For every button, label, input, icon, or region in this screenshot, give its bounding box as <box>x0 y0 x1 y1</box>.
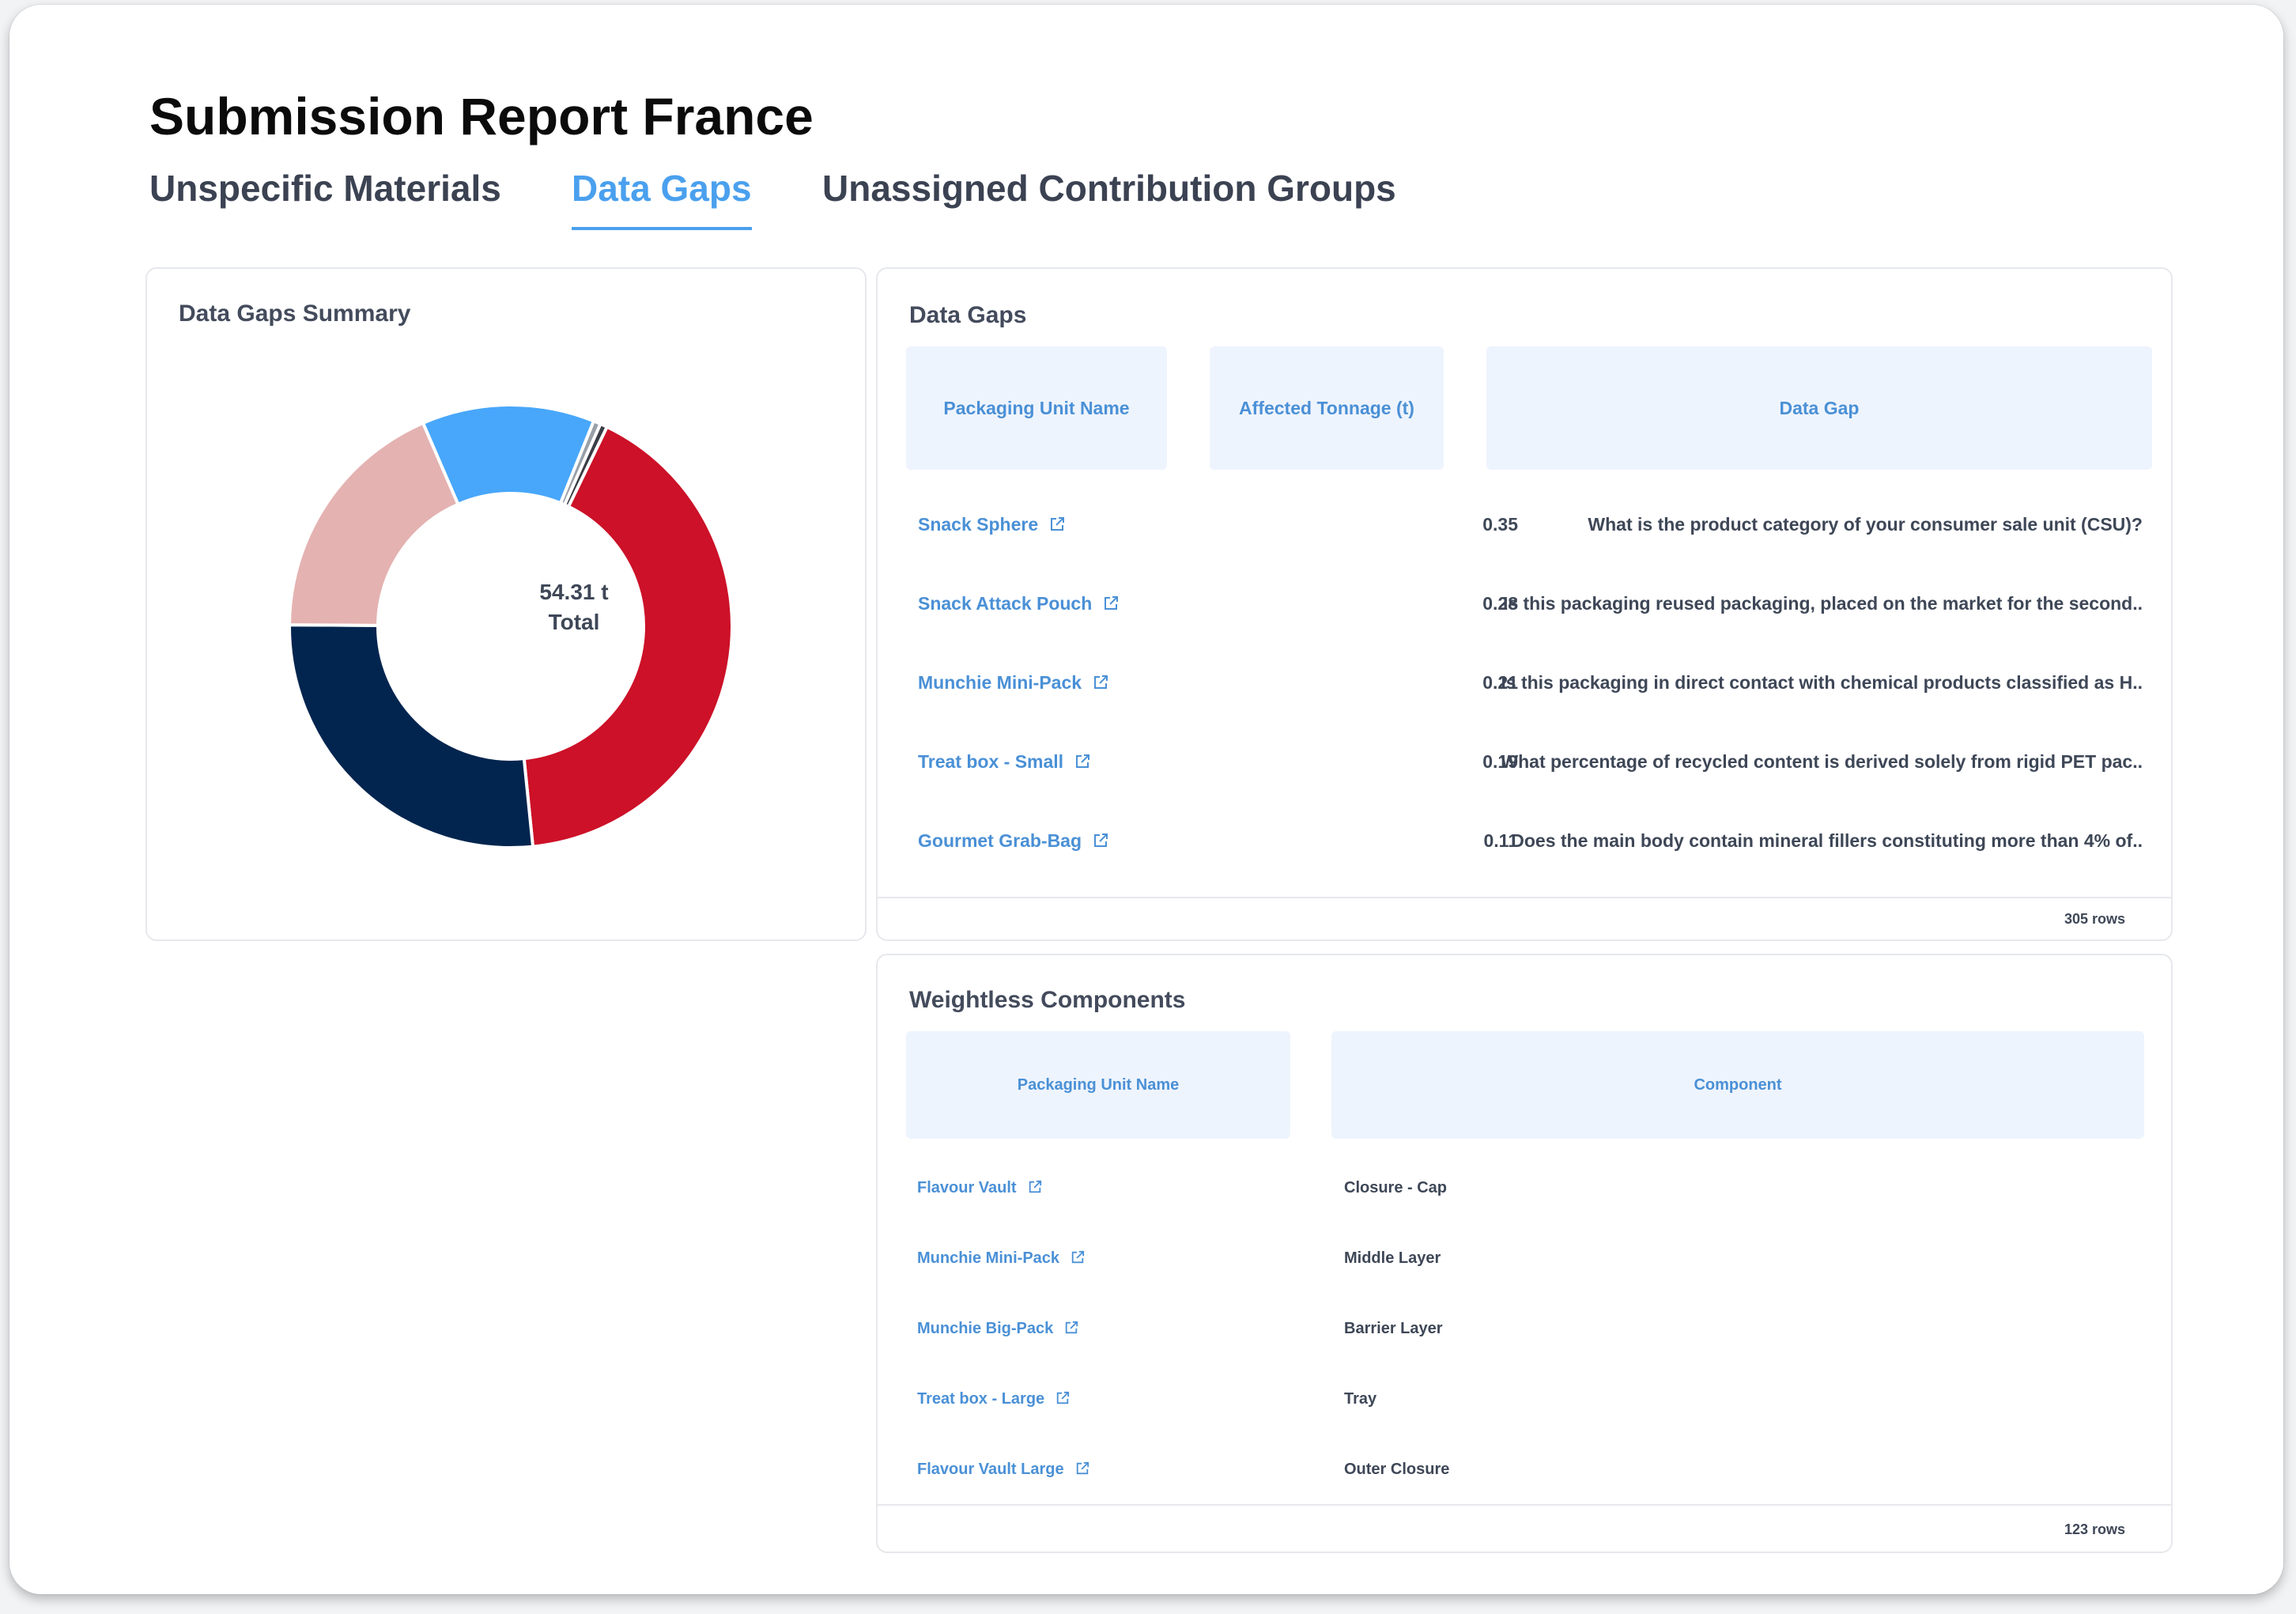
component-value: Outer Closure <box>1344 1461 1450 1478</box>
table-row-link[interactable]: Flavour Vault <box>917 1179 1042 1197</box>
data-gap-text: What is the product category of your con… <box>1588 514 2143 535</box>
table-footer-divider <box>878 1504 2171 1506</box>
page-title: Submission Report France <box>149 87 814 146</box>
donut-chart <box>287 403 734 849</box>
header-data-gap[interactable]: Data Gap <box>1486 346 2152 470</box>
header-affected-tonnage[interactable]: Affected Tonnage (t) <box>1210 346 1444 470</box>
tonnage-value: 0.35 <box>1482 514 1518 535</box>
donut-slice-6[interactable] <box>421 403 596 507</box>
weightless-components-card: Weightless Components Packaging Unit Nam… <box>876 954 2173 1553</box>
data-gap-text: Is this packaging reused packaging, plac… <box>1502 593 2143 614</box>
data-gap-text: What percentage of recycled content is d… <box>1501 751 2143 772</box>
table-row-link[interactable]: Snack Attack Pouch <box>918 593 1119 614</box>
report-window: Submission Report France Unspecific Mate… <box>9 5 2283 1594</box>
tonnage-value: 0.19 <box>1482 751 1518 772</box>
total-value: 54.31 t <box>539 580 609 604</box>
component-value: Middle Layer <box>1344 1249 1441 1267</box>
external-link-icon <box>1029 1180 1041 1193</box>
table-row-link[interactable]: Munchie Mini-Pack <box>917 1249 1085 1268</box>
external-link-icon <box>1094 675 1108 689</box>
external-link-icon <box>1056 1391 1070 1404</box>
donut-slice-3[interactable] <box>522 425 734 849</box>
component-value: Tray <box>1344 1390 1377 1408</box>
external-link-icon <box>1071 1250 1085 1264</box>
external-link-icon <box>1066 1321 1078 1334</box>
data-gaps-summary-card: Data Gaps Summary 54.31 t Total <box>145 267 867 941</box>
tonnage-value: 0.11 <box>1483 830 1519 851</box>
data-gaps-summary-title: Data Gaps Summary <box>179 300 411 327</box>
external-link-icon <box>1105 596 1119 610</box>
tonnage-value: 0.21 <box>1482 672 1518 693</box>
row-count: 123 rows <box>2064 1521 2125 1537</box>
table-row-link[interactable]: Flavour Vault Large <box>917 1461 1089 1479</box>
external-link-icon <box>1051 517 1065 531</box>
data-gaps-title: Data Gaps <box>909 302 1027 328</box>
table-row-link[interactable]: Munchie Mini-Pack <box>918 672 1108 694</box>
data-gap-text: Does the main body contain mineral fille… <box>1511 830 2143 851</box>
header-packaging-unit-name[interactable]: Packaging Unit Name <box>906 346 1167 470</box>
table-row-link[interactable]: Gourmet Grab-Bag <box>918 830 1108 852</box>
external-link-icon <box>1076 1461 1089 1475</box>
donut-slice-4[interactable] <box>288 623 535 849</box>
table-row-link[interactable]: Treat box - Large <box>917 1390 1070 1408</box>
component-value: Barrier Layer <box>1344 1320 1443 1337</box>
table-footer-divider <box>878 897 2171 898</box>
external-link-icon <box>1076 754 1090 768</box>
tonnage-value: 0.28 <box>1482 593 1518 614</box>
donut-slice-5[interactable] <box>287 421 461 627</box>
tab-unassigned-contribution-groups[interactable]: Unassigned Contribution Groups <box>822 168 1396 209</box>
header-component[interactable]: Component <box>1331 1031 2144 1139</box>
row-count: 305 rows <box>2064 911 2125 927</box>
table-row-link[interactable]: Snack Sphere <box>918 514 1065 535</box>
tab-data-gaps[interactable]: Data Gaps <box>572 167 752 230</box>
total-label: Total <box>548 610 600 634</box>
weightless-components-title: Weightless Components <box>909 987 1186 1013</box>
external-link-icon <box>1094 833 1108 847</box>
data-gap-text: Is this packaging in direct contact with… <box>1501 672 2143 693</box>
donut-center-label: 54.31 t Total <box>432 577 716 637</box>
tab-unspecific-materials[interactable]: Unspecific Materials <box>149 168 501 209</box>
header-packaging-unit-name[interactable]: Packaging Unit Name <box>906 1031 1290 1139</box>
table-row-link[interactable]: Treat box - Small <box>918 751 1090 773</box>
data-gaps-card: Data Gaps Packaging Unit Name Affected T… <box>876 267 2173 941</box>
component-value: Closure - Cap <box>1344 1179 1448 1196</box>
table-row-link[interactable]: Munchie Big-Pack <box>917 1320 1078 1338</box>
